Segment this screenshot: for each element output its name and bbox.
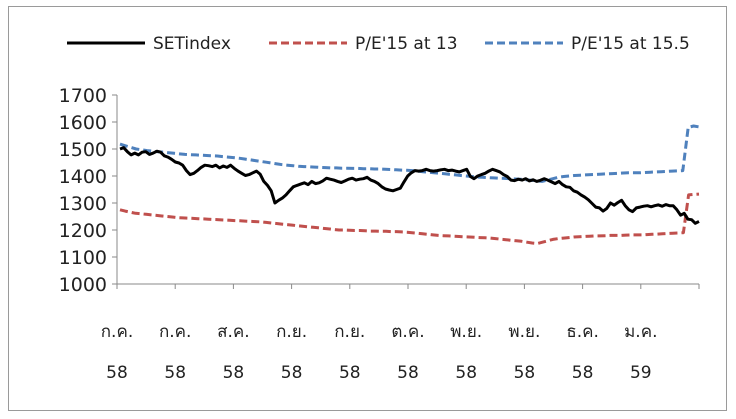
x-tick-month-label: พ.ย. xyxy=(450,322,482,342)
y-tick-label: 1000 xyxy=(59,274,107,296)
x-tick-year-label: 59 xyxy=(630,363,652,383)
x-tick-year-label: 58 xyxy=(339,363,361,383)
y-tick-label: 1700 xyxy=(59,85,107,107)
x-tick-year-label: 58 xyxy=(572,363,594,383)
legend-label: P/E'15 at 13 xyxy=(355,34,458,54)
x-tick-year-label: 58 xyxy=(281,363,303,383)
x-tick-month-label: ธ.ค. xyxy=(566,322,599,342)
y-tick-label: 1100 xyxy=(59,247,107,269)
y-tick-label: 1400 xyxy=(59,166,107,188)
chart-frame: 1000 1100 1200 1300 1400 1500 1600 1700 ก.ค. 58 ก.… xyxy=(8,6,727,411)
x-tick-year-label: 58 xyxy=(164,363,186,383)
x-tick-month-label: ส.ค. xyxy=(217,322,250,342)
legend-label: SETindex xyxy=(153,34,231,54)
x-tick-month-label: พ.ย. xyxy=(508,322,540,342)
x-tick-month-label: ม.ค. xyxy=(624,322,657,342)
x-tick-month-label: ก.ค. xyxy=(159,322,191,342)
x-tick-year-label: 58 xyxy=(514,363,536,383)
series-line-pe-15-5 xyxy=(119,124,700,183)
x-tick-year-label: 58 xyxy=(455,363,477,383)
y-tick-label: 1300 xyxy=(59,193,107,215)
legend-label: P/E'15 at 15.5 xyxy=(571,34,690,54)
line-chart: 1000 1100 1200 1300 1400 1500 1600 1700 ก.ค. 58 ก.… xyxy=(59,34,700,383)
y-tick-label: 1200 xyxy=(59,220,107,242)
x-tick-month-label: ก.ค. xyxy=(101,322,133,342)
x-tick-month-label: ต.ค. xyxy=(391,322,424,342)
x-tick-year-label: 58 xyxy=(223,363,245,383)
series-line-pe-13 xyxy=(119,192,700,245)
x-tick-month-label: ก.ย. xyxy=(334,322,365,342)
series-line-setindex xyxy=(119,146,700,225)
x-tick-month-label: ก.ย. xyxy=(276,322,307,342)
y-tick-label: 1500 xyxy=(59,139,107,161)
x-tick-year-label: 58 xyxy=(106,363,128,383)
x-tick-year-label: 58 xyxy=(397,363,419,383)
y-tick-label: 1600 xyxy=(59,112,107,134)
